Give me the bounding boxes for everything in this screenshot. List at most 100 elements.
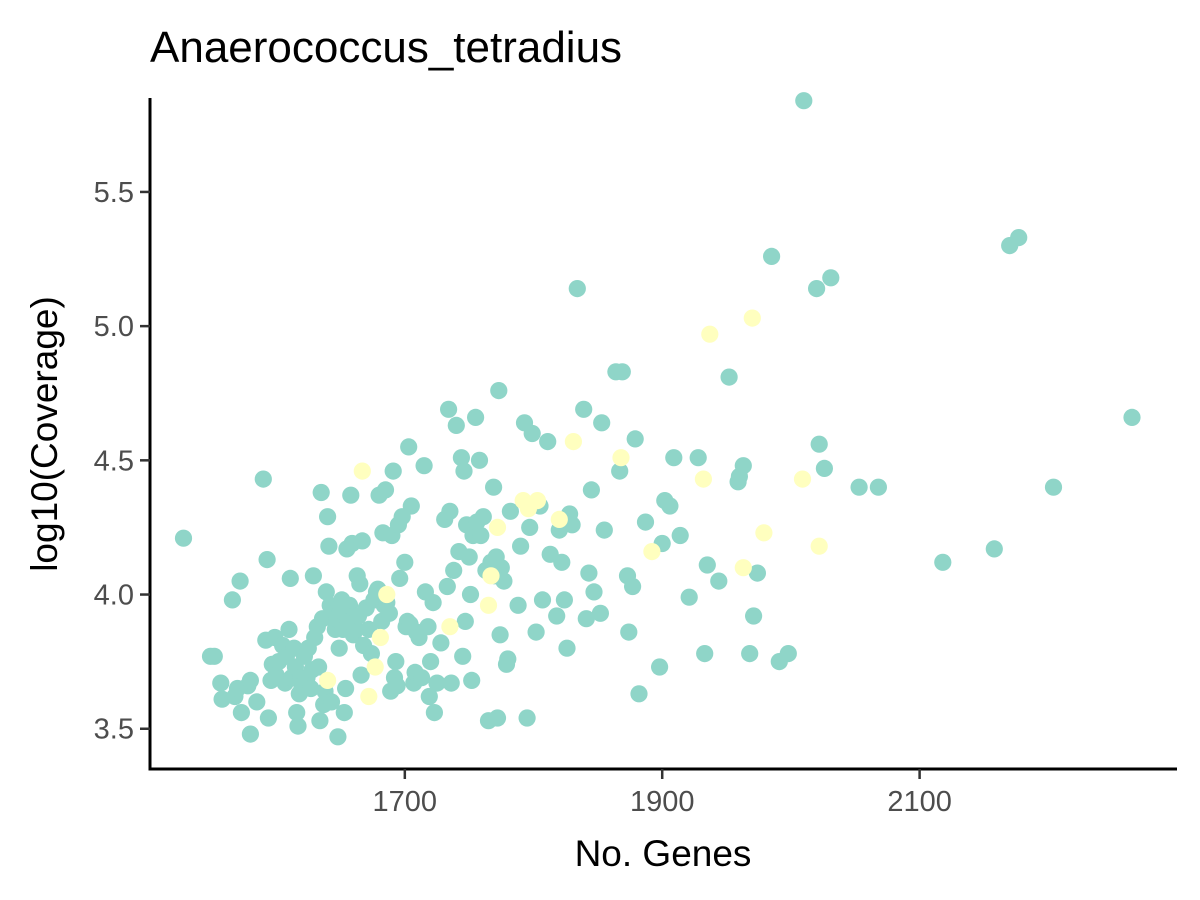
x-tick-label: 1700 xyxy=(373,786,438,818)
data-point xyxy=(447,416,465,434)
data-point xyxy=(259,709,277,727)
data-point xyxy=(665,449,683,467)
data-point xyxy=(698,556,716,574)
data-point xyxy=(624,577,642,596)
data-point xyxy=(205,647,223,665)
data-point xyxy=(613,363,631,381)
data-point xyxy=(509,596,527,614)
data-point xyxy=(396,553,414,571)
data-point xyxy=(254,470,272,488)
data-point xyxy=(351,575,369,593)
data-point xyxy=(380,604,398,622)
data-point xyxy=(413,669,431,687)
data-point xyxy=(452,449,470,467)
data-point xyxy=(320,537,338,555)
data-point xyxy=(420,687,438,706)
x-tick-label: 2100 xyxy=(887,786,952,818)
data-point xyxy=(748,564,767,582)
data-point xyxy=(335,704,353,722)
data-point xyxy=(174,529,193,547)
data-point xyxy=(701,325,719,343)
data-point xyxy=(1123,408,1141,426)
data-point xyxy=(555,591,574,609)
data-point xyxy=(485,478,503,496)
data-point xyxy=(661,497,679,515)
data-point xyxy=(528,492,547,510)
data-point xyxy=(815,459,834,477)
data-point xyxy=(455,462,473,480)
data-point xyxy=(568,280,586,298)
data-point xyxy=(763,247,781,265)
data-point xyxy=(810,537,828,555)
data-point xyxy=(342,486,360,504)
data-point xyxy=(518,709,536,727)
data-point xyxy=(479,596,498,614)
data-point xyxy=(463,671,481,690)
data-point xyxy=(612,449,630,467)
data-point xyxy=(432,634,450,652)
data-point xyxy=(491,626,509,644)
data-point xyxy=(322,693,341,711)
data-point xyxy=(461,585,480,604)
data-point xyxy=(810,435,828,453)
data-point xyxy=(302,679,320,698)
data-point xyxy=(539,433,557,451)
data-point xyxy=(564,433,583,451)
data-point xyxy=(680,588,698,606)
data-point xyxy=(533,591,552,609)
data-point xyxy=(1044,478,1063,496)
y-axis-label: log10(Coverage) xyxy=(24,296,65,572)
data-point xyxy=(671,526,689,545)
y-axis-ticks: 3.5 4.0 4.5 5.0 5.5 xyxy=(94,177,150,746)
data-point xyxy=(376,481,395,499)
data-point xyxy=(795,92,813,110)
data-point xyxy=(582,481,601,499)
data-point xyxy=(553,553,571,571)
data-point xyxy=(474,508,492,526)
data-point xyxy=(630,685,648,703)
y-tick-label: 3.5 xyxy=(94,714,134,746)
data-point xyxy=(442,674,460,692)
data-point xyxy=(454,647,472,665)
data-point xyxy=(304,567,322,585)
data-point xyxy=(696,645,714,663)
data-point xyxy=(258,551,276,569)
data-point xyxy=(636,513,655,531)
data-point xyxy=(488,709,507,727)
data-point xyxy=(424,594,442,612)
data-point xyxy=(384,462,402,480)
data-point xyxy=(591,604,610,622)
data-point xyxy=(422,653,440,671)
data-point xyxy=(312,483,330,502)
y-tick-label: 5.5 xyxy=(94,177,134,209)
data-point xyxy=(353,462,371,480)
data-point xyxy=(419,618,437,636)
data-point xyxy=(288,704,306,722)
data-point xyxy=(470,451,489,469)
data-point xyxy=(577,610,595,628)
data-point xyxy=(595,521,613,539)
data-point xyxy=(558,639,576,657)
data-point xyxy=(362,645,380,663)
data-point xyxy=(317,583,335,601)
data-point xyxy=(643,543,661,561)
data-point xyxy=(319,508,337,526)
data-point xyxy=(651,658,669,676)
x-tick-label: 1900 xyxy=(630,786,695,818)
data-point xyxy=(779,645,797,663)
data-point xyxy=(741,645,759,663)
y-tick-label: 5.0 xyxy=(94,311,134,343)
x-axis-ticks: 1700 1900 2100 xyxy=(373,769,952,818)
data-point xyxy=(611,462,629,480)
data-point xyxy=(387,653,405,671)
data-point xyxy=(580,564,598,582)
data-point xyxy=(793,470,812,488)
data-point xyxy=(593,414,611,432)
data-point xyxy=(280,620,298,639)
data-point xyxy=(472,526,490,545)
data-point xyxy=(232,704,250,722)
data-point xyxy=(400,438,418,456)
data-point xyxy=(850,478,868,496)
data-point xyxy=(440,400,458,418)
